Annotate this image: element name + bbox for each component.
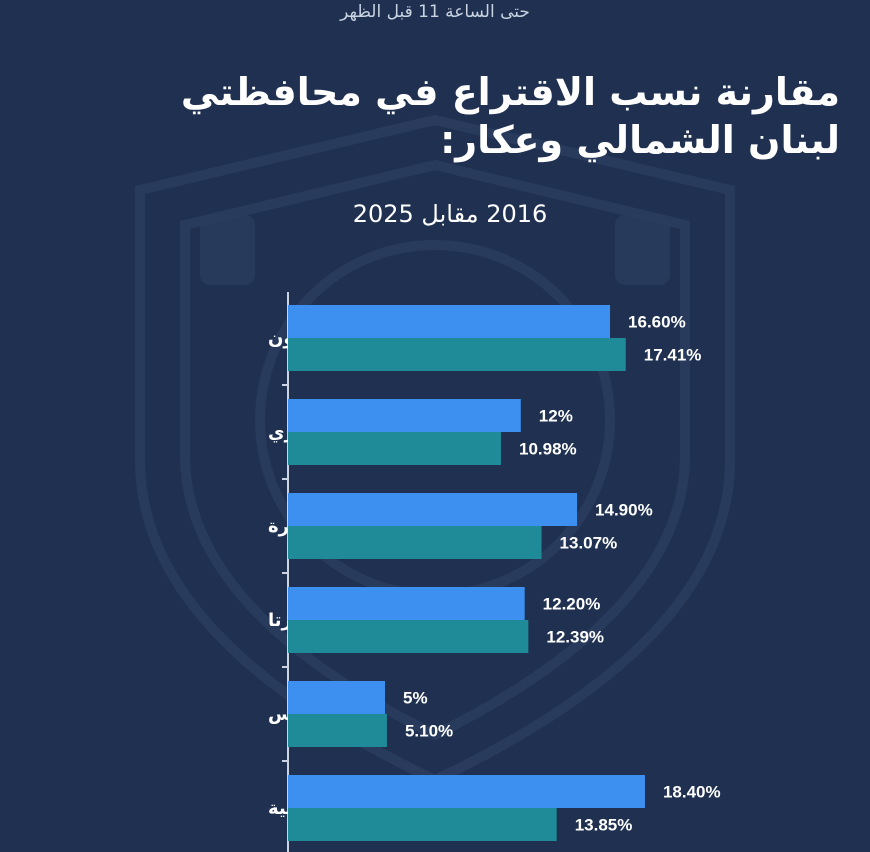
data-label: 12.39% [546,628,604,647]
data-label: 13.07% [560,534,618,553]
data-label: 13.85% [575,816,633,835]
data-label: 12% [539,407,573,426]
bar-2025 [288,714,387,747]
data-label: 10.98% [519,440,577,459]
data-label: 12.20% [543,595,601,614]
bar-2016 [288,587,525,620]
data-label: 5% [403,689,428,708]
data-label: 16.60% [628,313,686,332]
chart-subtitle: 2016 مقابل 2025 [352,200,548,228]
bar-2025 [288,620,529,653]
bar-2025 [288,338,626,371]
data-label: 17.41% [644,346,702,365]
data-label: 18.40% [663,783,721,802]
bar-2016 [288,399,521,432]
bar-2025 [288,432,502,465]
bar-2016 [288,305,611,338]
time-note: حتى الساعة 11 قبل الظهر [340,2,530,22]
data-label: 14.90% [595,501,653,520]
chart-title: مقارنة نسب الاقتراع في محافظتي لبنان الش… [180,70,840,162]
data-label: 5.10% [405,722,453,741]
bar-2016 [288,681,385,714]
bar-2016 [288,775,645,808]
bar-2025 [288,808,557,841]
bar-2016 [288,493,578,526]
bar-2025 [288,526,542,559]
